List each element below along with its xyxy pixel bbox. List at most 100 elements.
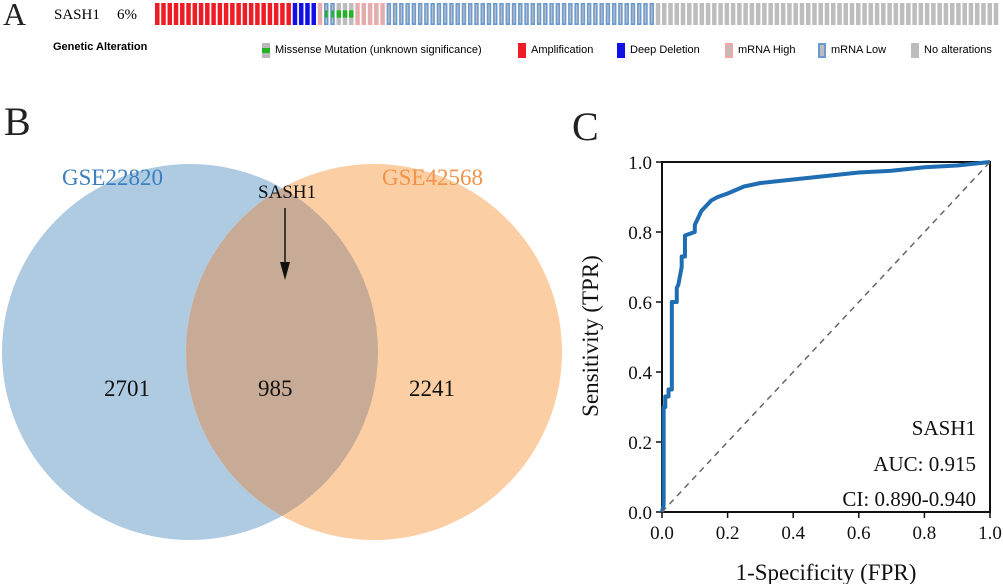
- oncoprint-sample-mrna-low: [436, 3, 442, 25]
- oncoprint-sample-amplification: [186, 3, 191, 25]
- oncoprint-sample-no-alteration: [893, 3, 899, 25]
- venn-intersection: [186, 188, 378, 516]
- oncoprint-sample-amplification: [217, 3, 223, 25]
- oncoprint-sample-deep-deletion: [311, 3, 316, 25]
- roc-ytick-label: 0.4: [628, 363, 652, 384]
- oncoprint-sample-no-alteration: [799, 3, 805, 25]
- oncoprint-sample-amplification: [242, 3, 248, 25]
- oncoprint-sample-no-alteration: [843, 3, 849, 25]
- oncoprint-sample-mrna-low: [499, 3, 504, 25]
- roc-xtick-label: 0.6: [847, 523, 871, 544]
- oncoprint-sample-mrna-low: [386, 3, 392, 25]
- oncoprint-sample-mrna-low: [399, 3, 404, 25]
- venn-set-a-label: GSE22820: [62, 165, 163, 190]
- oncoprint-sample-no-alteration: [755, 3, 761, 25]
- venn-diagram: [2, 164, 562, 540]
- venn-count-a-only: 2701: [104, 376, 150, 401]
- roc-series: [660, 160, 991, 513]
- venn-annotation: SASH1: [258, 182, 317, 203]
- oncoprint-sample-no-alteration: [918, 3, 924, 25]
- oncoprint-sample-no-alteration: [712, 3, 717, 25]
- oncoprint-sample-amplification: [280, 3, 285, 25]
- oncoprint-sample-no-alteration: [687, 3, 692, 25]
- oncoprint-sample-no-alteration: [655, 3, 661, 25]
- oncoprint-sample-mrna-high: [380, 3, 385, 25]
- roc-chart: 0.0 0.2 0.4 0.6 0.8 1.0 0.0 0.2 0.4 0.6 0.8 1.0 1-S…: [578, 153, 1002, 584]
- oncoprint-sample-no-alteration: [705, 3, 711, 25]
- legend-mrna-low-swatch: [818, 42, 826, 58]
- oncoprint-sample-mrna-low: [524, 3, 529, 25]
- oncoprint-sample-mrna-low: [505, 3, 511, 25]
- legend-no-alterations: No alterations: [911, 42, 992, 58]
- oncoprint-sample-mrna-low: [424, 3, 429, 25]
- oncoprint-track-label: Genetic Alteration: [53, 41, 148, 53]
- oncoprint-sample-no-alteration: [862, 3, 867, 25]
- legend-missense-swatch: [262, 42, 270, 58]
- venn-set-b-label: GSE42568: [382, 165, 483, 190]
- oncoprint-sample-mrna-low: [561, 3, 567, 25]
- panel-label-a: A: [3, 0, 27, 32]
- oncoprint-sample-no-alteration: [680, 3, 686, 25]
- oncoprint-sample-mrna-low: [649, 3, 654, 25]
- oncoprint-sample-mrna-low: [618, 3, 623, 25]
- oncoprint-sample-no-alteration: [993, 3, 999, 25]
- legend-deep-deletion: Deep Deletion: [617, 42, 700, 58]
- legend-amplification-label: Amplification: [531, 44, 594, 56]
- legend-amplification-swatch: [518, 42, 526, 58]
- oncoprint-sample-mrna-low: [405, 3, 410, 25]
- oncoprint-sample-amplification: [286, 3, 291, 25]
- oncoprint-sample-mrna-low: [549, 3, 554, 25]
- oncoprint-sample-no-alteration: [730, 3, 736, 25]
- legend-deep-deletion-swatch: [617, 42, 625, 58]
- venn-arrow-head: [280, 262, 290, 280]
- oncoprint-sample-no-alteration: [981, 3, 986, 25]
- roc-ytick-label: 0.6: [628, 293, 652, 314]
- oncoprint-sample-amplification: [167, 3, 173, 25]
- oncoprint-sample-amplification: [211, 3, 216, 25]
- oncoprint-sample-no-alteration: [805, 3, 811, 25]
- oncoprint-sample-no-alteration: [949, 3, 955, 25]
- oncoprint-sample-no-alteration: [762, 3, 767, 25]
- oncoprint-sample-mrna-low: [411, 3, 417, 25]
- oncoprint-sample-mrna-low: [442, 3, 448, 25]
- oncoprint-sample-no-alteration: [718, 3, 723, 25]
- oncoprint-sample-mrna-high: [374, 3, 379, 25]
- panel-label-c: C: [572, 104, 599, 149]
- oncoprint-sample-no-alteration: [987, 3, 992, 25]
- roc-ytick-label: 0.8: [628, 223, 652, 244]
- oncoprint-sample-no-alteration: [962, 3, 967, 25]
- oncoprint-sample-no-alteration: [699, 3, 705, 25]
- legend-mrna-low-label: mRNA Low: [831, 44, 887, 56]
- roc-ytick-label: 1.0: [628, 153, 652, 174]
- roc-ticks: 0.0 0.2 0.4 0.6 0.8 1.0 0.0 0.2 0.4 0.6 0.8 1.0: [628, 153, 1002, 544]
- oncoprint-track: [155, 3, 999, 25]
- roc-xtick-label: 0.4: [781, 523, 805, 544]
- oncoprint-sample-mrna-low: [467, 3, 473, 25]
- oncoprint-sample-mrna-low: [543, 3, 548, 25]
- oncoprint-sample-no-alteration: [874, 3, 880, 25]
- roc-xlabel: 1-Specificity (FPR): [736, 560, 917, 584]
- oncoprint-sample-no-alteration: [724, 3, 730, 25]
- roc-ytick-label: 0.0: [628, 503, 652, 524]
- roc-axes: [661, 161, 991, 513]
- oncoprint-gene-label: SASH1: [54, 7, 100, 23]
- oncoprint-sample-mrna-low: [474, 3, 479, 25]
- oncoprint-sample-amplification: [223, 3, 229, 25]
- oncoprint-sample-missense-mark: [342, 10, 348, 18]
- oncoprint-sample-no-alteration: [831, 3, 836, 25]
- oncoprint-percent: 6%: [117, 7, 137, 23]
- oncoprint-sample-amplification: [267, 3, 273, 25]
- oncoprint-sample-amplification: [155, 3, 160, 25]
- oncoprint-sample-missense-mrna-low-mark: [325, 10, 328, 18]
- oncoprint-sample-mrna-high: [317, 3, 323, 25]
- oncoprint-sample-no-alteration: [743, 3, 748, 25]
- oncoprint-sample-no-alteration: [881, 3, 886, 25]
- oncoprint-sample-mrna-low: [486, 3, 492, 25]
- oncoprint-sample-amplification: [255, 3, 260, 25]
- oncoprint-sample-mrna-low: [518, 3, 523, 25]
- roc-annotation-ci: CI: 0.890-0.940: [842, 487, 976, 511]
- oncoprint-sample-no-alteration: [818, 3, 823, 25]
- oncoprint-sample-no-alteration: [937, 3, 942, 25]
- oncoprint-sample-no-alteration: [906, 3, 911, 25]
- oncoprint-sample-no-alteration: [931, 3, 936, 25]
